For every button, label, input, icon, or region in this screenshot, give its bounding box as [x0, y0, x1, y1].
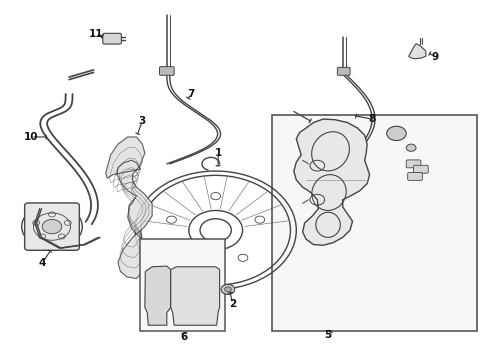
Text: 6: 6 — [180, 332, 188, 342]
FancyBboxPatch shape — [337, 67, 350, 75]
Text: 3: 3 — [139, 116, 146, 126]
Text: 4: 4 — [39, 258, 46, 268]
Polygon shape — [106, 137, 152, 279]
Circle shape — [224, 287, 231, 292]
Bar — [272, 116, 477, 330]
Text: 1: 1 — [215, 148, 222, 158]
Polygon shape — [145, 266, 171, 325]
Circle shape — [406, 144, 416, 151]
Text: 5: 5 — [324, 330, 332, 340]
Text: 8: 8 — [368, 114, 376, 124]
Bar — [140, 239, 225, 330]
Text: 10: 10 — [24, 132, 38, 142]
Text: 9: 9 — [432, 52, 439, 62]
Circle shape — [221, 284, 235, 294]
Circle shape — [387, 126, 406, 140]
Polygon shape — [171, 267, 220, 325]
FancyBboxPatch shape — [406, 160, 421, 168]
FancyBboxPatch shape — [159, 67, 174, 75]
FancyBboxPatch shape — [414, 165, 428, 173]
FancyBboxPatch shape — [24, 203, 79, 250]
FancyBboxPatch shape — [103, 33, 122, 44]
Polygon shape — [409, 44, 426, 59]
Polygon shape — [294, 119, 369, 245]
Circle shape — [42, 220, 62, 234]
Text: 11: 11 — [89, 29, 103, 39]
Text: 2: 2 — [229, 299, 236, 309]
Text: 7: 7 — [188, 89, 195, 99]
FancyBboxPatch shape — [408, 172, 422, 180]
